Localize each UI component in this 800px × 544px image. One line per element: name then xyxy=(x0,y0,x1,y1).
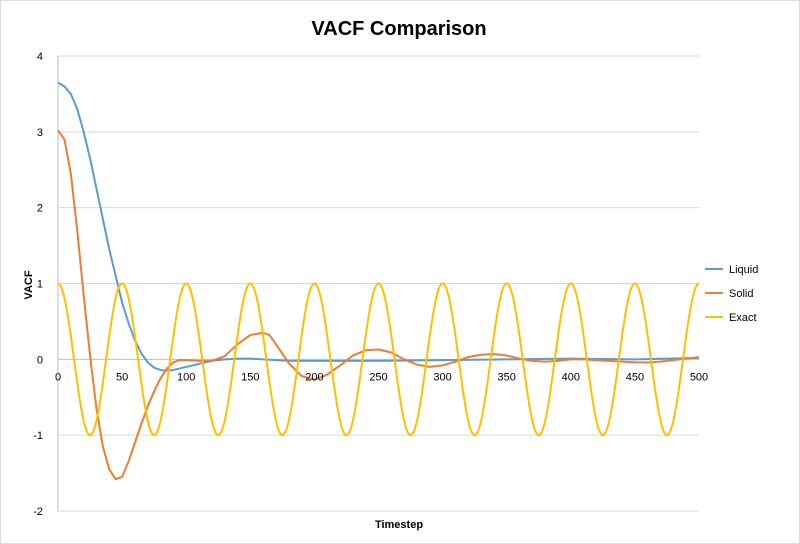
x-tick-label: 400 xyxy=(562,371,580,383)
y-tick-label: -1 xyxy=(33,430,43,442)
x-tick-label: 50 xyxy=(116,371,128,383)
y-tick-label: 0 xyxy=(37,354,43,366)
x-tick-label: 0 xyxy=(55,371,61,383)
y-tick-label: 2 xyxy=(37,203,43,215)
legend-label-liquid: Liquid xyxy=(729,264,758,276)
x-tick-label: 150 xyxy=(241,371,259,383)
y-tick-label: 3 xyxy=(37,127,43,139)
x-tick-label: 250 xyxy=(369,371,387,383)
legend: Liquid Solid Exact xyxy=(705,264,758,324)
y-tick-labels: -2 -1 0 1 2 3 4 xyxy=(33,51,43,518)
y-tick-label: 1 xyxy=(37,279,43,291)
series-line-solid xyxy=(57,129,700,481)
x-tick-label: 200 xyxy=(305,371,323,383)
y-axis-title: VACF xyxy=(23,270,35,299)
x-tick-label: 300 xyxy=(433,371,451,383)
series-line-exact xyxy=(57,282,700,437)
chart-title: VACF Comparison xyxy=(311,18,486,40)
x-tick-label: 350 xyxy=(498,371,516,383)
series-lines xyxy=(57,81,700,481)
y-tick-label: -2 xyxy=(33,506,43,518)
legend-label-exact: Exact xyxy=(729,312,757,324)
y-tick-label: 4 xyxy=(37,51,43,63)
x-axis-title: Timestep xyxy=(375,519,423,531)
series-line-liquid xyxy=(57,81,700,372)
x-tick-labels: 0 50 100 150 200 250 300 350 400 450 500 xyxy=(55,371,708,383)
x-tick-label: 100 xyxy=(177,371,195,383)
x-tick-label: 500 xyxy=(690,371,708,383)
x-tick-label: 450 xyxy=(626,371,644,383)
legend-label-solid: Solid xyxy=(729,288,753,300)
